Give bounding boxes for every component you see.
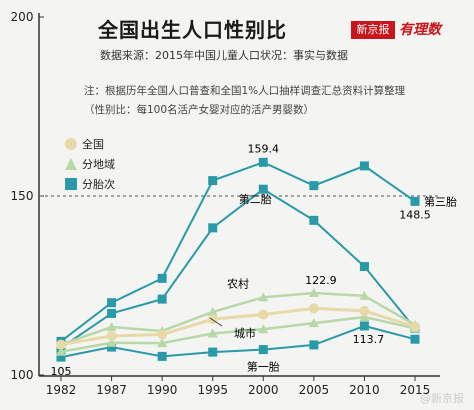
data-label-first-2010: 113.7 [353,333,385,346]
data-point [157,329,168,340]
data-point [410,321,420,332]
data-point [359,262,369,272]
data-point [258,309,269,320]
series-line-1 [60,291,416,346]
series-label-urban: 城市 [234,326,256,340]
data-label-first-1982: 105 [51,365,72,378]
data-label-peak-third: 159.4 [248,142,280,155]
x-tick-label: 2005 [299,383,330,397]
x-tick-label: 2010 [349,383,380,397]
series-line-5 [60,161,416,343]
data-point [106,330,117,341]
data-point [359,321,369,331]
series-line-2 [60,315,416,353]
data-point [308,318,319,328]
data-point [359,290,370,300]
watermark: @新京报 [420,392,464,405]
square-icon [64,177,78,191]
urban-leader-line [209,317,223,327]
series-line-0 [60,306,416,347]
data-point [258,157,268,167]
data-label-end-third: 148.5 [399,208,431,221]
series-label-third: 第三胎 [424,194,457,208]
triangle-icon [64,157,78,171]
data-point [309,181,319,191]
data-point [157,273,167,283]
legend-label-national: 全国 [82,138,104,151]
data-point [106,322,117,332]
note-line-2: （性别比：每100名活产女婴对应的活产男婴数） [84,104,315,116]
legend-item-parity: 分胎次 [64,174,115,194]
y-tick-label: 150 [11,189,34,203]
data-point [258,292,269,302]
data-point [258,345,268,355]
data-point [308,303,319,314]
data-point [359,161,369,171]
series-line-3 [60,324,416,359]
series-label-rural: 农村 [227,276,249,290]
series-line-4 [60,187,416,349]
data-point [309,215,319,225]
x-tick-label: 1987 [96,383,127,397]
y-tick-label: 200 [11,10,34,24]
data-point [157,294,167,304]
x-tick-label: 1990 [147,383,178,397]
data-point [56,346,66,356]
x-tick-label: 2015 [400,383,431,397]
legend: 全国 分地域 分胎次 [64,134,115,194]
data-point [258,324,269,334]
data-point [208,223,218,233]
legend-label-parity: 分胎次 [82,178,115,191]
circle-icon [64,137,78,151]
data-point [309,340,319,350]
data-point [208,347,218,357]
data-point [308,288,319,298]
title-box: 全国出生人口性别比 [98,14,287,43]
data-point [107,342,117,352]
legend-item-national: 全国 [64,134,115,154]
series-label-second: 第二胎 [239,192,272,206]
data-label-peak-rural: 122.9 [305,274,337,287]
data-point [157,351,167,361]
data-point [207,328,218,338]
legend-label-region: 分地域 [82,158,115,171]
x-tick-label: 2000 [248,383,279,397]
data-point [207,306,218,316]
x-tick-label: 1982 [46,383,77,397]
chart-title: 全国出生人口性别比 [98,18,287,42]
x-tick-label: 1995 [197,383,228,397]
logo-mark: 新京报 [351,21,395,39]
chart-note: 注：根据历年全国人口普查和全国1%人口抽样调查汇总资料计算整理 （性别比：每10… [84,82,405,120]
data-point [56,352,66,362]
data-point [258,184,268,194]
data-point [107,298,117,308]
note-line-1: 注：根据历年全国人口普查和全国1%人口抽样调查汇总资料计算整理 [84,85,406,97]
chart-subtitle: 数据来源：2015年中国儿童人口状况：事实与数据 [100,49,348,62]
data-point [410,196,420,206]
logo-script: 有理数 [399,22,441,38]
data-point [107,308,117,318]
data-point [157,338,168,348]
y-tick-label: 100 [11,368,34,382]
data-point [410,334,420,344]
data-point [207,314,218,325]
data-point [56,339,66,350]
series-label-first: 第一胎 [247,360,280,374]
data-point [106,337,117,347]
data-point [359,305,370,316]
logo: 新京报 有理数 [351,17,449,43]
data-point [359,312,370,322]
legend-item-region: 分地域 [64,154,115,174]
data-point [208,176,218,186]
